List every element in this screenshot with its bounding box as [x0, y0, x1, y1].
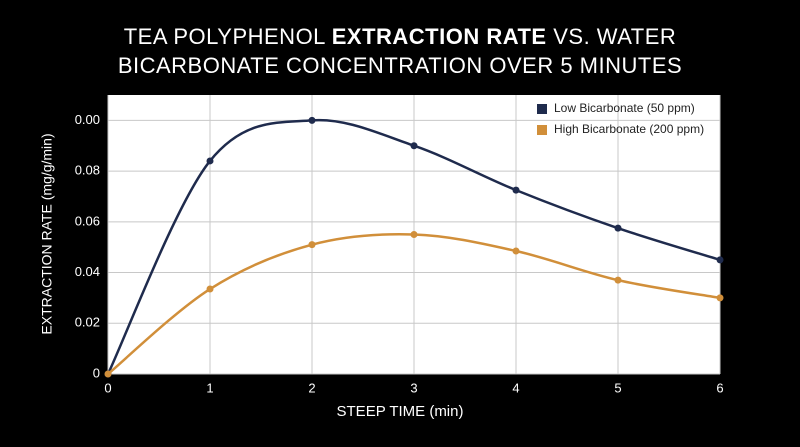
x-tick-label: 4: [512, 380, 519, 395]
x-tick-label: 0: [104, 380, 111, 395]
y-tick-label: 0.04: [75, 264, 100, 279]
x-tick-label: 2: [308, 380, 315, 395]
point: [410, 231, 418, 238]
point: [308, 241, 316, 249]
x-tick-label: 5: [614, 380, 621, 395]
point: [512, 186, 520, 194]
point: [104, 370, 112, 378]
y-tick-label: 0.06: [75, 213, 100, 228]
legend-swatch: [537, 125, 547, 135]
point: [410, 142, 418, 150]
point: [614, 224, 622, 232]
x-tick-label: 6: [716, 380, 723, 395]
legend-label: Low Bicarbonate (50 ppm): [554, 101, 695, 115]
y-tick-label: 0.08: [75, 163, 100, 178]
y-tick-label: 0.02: [75, 315, 100, 330]
legend-swatch: [537, 104, 547, 114]
chart-title: TEA POLYPHENOL EXTRACTION RATE VS. WATER: [124, 24, 677, 49]
chart-title: BICARBONATE CONCENTRATION OVER 5 MINUTES: [118, 53, 682, 78]
point: [716, 256, 724, 264]
y-tick-label: 0.00: [75, 112, 100, 127]
point: [308, 116, 316, 124]
title-part: EXTRACTION RATE: [332, 24, 547, 49]
x-tick-label: 1: [206, 380, 213, 395]
legend-label: High Bicarbonate (200 ppm): [554, 122, 704, 136]
point: [206, 285, 214, 293]
title-part: TEA POLYPHENOL: [124, 24, 325, 49]
point: [614, 276, 622, 284]
point: [512, 247, 520, 255]
title-part: VS. WATER: [553, 24, 676, 49]
x-tick-label: 3: [410, 380, 417, 395]
y-axis-label: EXTRACTION RATE (mg/g/min): [39, 133, 55, 334]
point: [206, 157, 214, 165]
y-tick-label: 0: [93, 365, 100, 380]
x-axis-label: STEEP TIME (min): [337, 403, 464, 420]
point: [716, 294, 724, 302]
